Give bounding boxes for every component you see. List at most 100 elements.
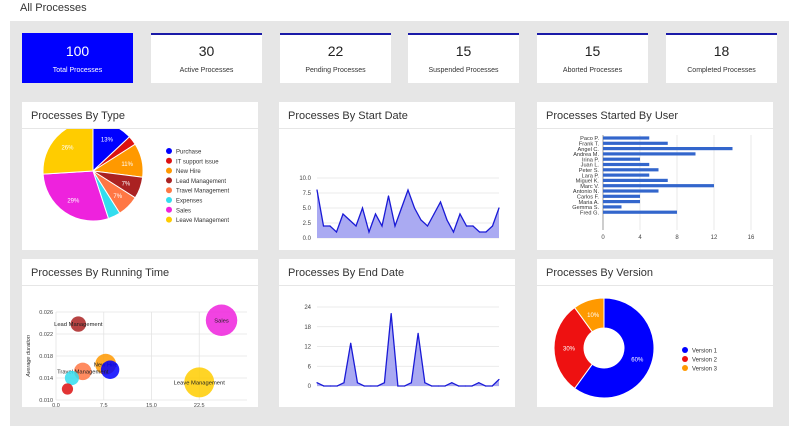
slice-label: 11% [121, 162, 133, 168]
bar [603, 189, 659, 193]
data-point [343, 382, 345, 384]
stat-suspended-processes[interactable]: 15 Suspended Processes [408, 33, 519, 83]
data-point [407, 189, 409, 191]
bar [603, 136, 650, 140]
legend-marker [166, 167, 172, 174]
legend-label: Version 1 [692, 349, 718, 355]
legend-marker [166, 187, 172, 194]
data-point [335, 231, 338, 233]
x-tick-label: 4 [638, 235, 642, 241]
legend-label: Sales [176, 208, 191, 214]
data-point [361, 207, 364, 209]
category-label: Fred G. [580, 210, 599, 216]
card-processes-by-type: Processes By Type 13% 11% 7% 7% 29% 26% Purcha… [22, 102, 258, 250]
data-point [404, 385, 406, 387]
bubble [70, 316, 86, 332]
slice-label: 7% [113, 194, 122, 200]
pie-slice [573, 297, 655, 399]
x-tick-label: 8 [675, 235, 679, 241]
card-title: Processes By Type [31, 110, 125, 122]
bubble-label: Sales [214, 318, 229, 324]
x-tick-label: 7.5 [100, 403, 108, 407]
legend-marker [682, 347, 688, 353]
y-tick-label: 0.026 [39, 310, 53, 316]
legend-label: Travel Management [176, 189, 229, 195]
processes-started-by-user-chart[interactable]: 0 4 8 12 16 Paco P.Frank T.Angel C.Andrea M.I… [537, 129, 773, 250]
category-label: Andrea M. [573, 152, 599, 158]
category-label: Gemma S. [572, 205, 599, 211]
y-tick-label: 0.0 [303, 236, 312, 242]
legend-marker [682, 365, 688, 371]
card-divider [22, 285, 258, 286]
processes-by-end-date-chart[interactable]: 0 6 12 18 24 [279, 286, 515, 407]
legend-label: Expenses [176, 199, 202, 205]
data-point [433, 213, 435, 215]
data-point [374, 213, 377, 215]
legend-label: IT support issue [176, 159, 219, 165]
stat-value: 100 [65, 43, 90, 59]
data-point [465, 225, 468, 227]
card-processes-by-running-time: Processes By Running Time 0.010 0.014 0.01… [22, 259, 258, 407]
stat-value: 30 [198, 43, 215, 59]
bar [603, 152, 696, 156]
legend-marker [166, 197, 172, 203]
processes-by-version-chart[interactable]: 60% 30% 10% Version 1 Version 2 Version 3 [537, 286, 773, 407]
stat-label: Active Processes [179, 67, 234, 74]
x-tick-label: 12 [711, 235, 718, 241]
data-point [478, 231, 481, 233]
data-point [478, 382, 480, 384]
data-point [426, 225, 429, 227]
data-point [471, 385, 473, 387]
processes-by-running-time-chart[interactable]: 0.0100.0140.0180.0220.0260.07.515.022.5P… [22, 286, 258, 407]
processes-by-start-date-chart[interactable]: 0.0 2.5 5.0 7.5 10.0 [279, 129, 515, 250]
data-point [485, 231, 487, 233]
slice-label: 30% [563, 347, 576, 353]
stat-label: Total Processes [52, 67, 103, 74]
stat-total-processes[interactable]: 100 Total Processes [22, 33, 133, 83]
card-divider [537, 285, 773, 286]
y-tick-label: 0.022 [39, 332, 53, 338]
pie-slice [42, 170, 110, 222]
legend-label: New Hire [176, 169, 201, 175]
data-point [356, 382, 359, 384]
bubble [100, 360, 120, 379]
legend-label: Leave Management [176, 218, 229, 224]
slice-label: 26% [61, 146, 74, 152]
stat-active-processes[interactable]: 30 Active Processes [151, 33, 262, 83]
y-tick-label: 18 [304, 325, 311, 331]
data-point [394, 225, 396, 227]
card-title: Processes By Start Date [288, 110, 408, 122]
bar [603, 173, 650, 177]
data-point [498, 378, 500, 381]
processes-by-type-chart[interactable]: 13% 11% 7% 7% 29% 26% Purchase IT support issue… [22, 129, 258, 250]
data-point [322, 225, 325, 227]
data-point [350, 342, 352, 344]
data-point [410, 382, 412, 384]
series-line [316, 313, 500, 387]
data-point [400, 207, 403, 209]
y-tick-label: 10.0 [299, 176, 311, 182]
y-tick-label: 12 [304, 345, 311, 351]
legend-marker [166, 157, 172, 164]
data-point [381, 225, 383, 227]
stat-pending-processes[interactable]: 22 Pending Processes [280, 33, 391, 83]
stat-completed-processes[interactable]: 18 Completed Processes [666, 33, 777, 83]
x-tick-label: 0 [601, 235, 605, 241]
data-point [329, 385, 332, 387]
stat-aborted-processes[interactable]: 15 Aborted Processes [537, 33, 648, 83]
y-tick-label: 0 [308, 384, 312, 390]
data-point [452, 231, 455, 233]
data-point [383, 382, 386, 384]
card-title: Processes By Version [546, 267, 653, 279]
data-point [355, 225, 357, 227]
pie-slice [573, 297, 605, 333]
y-tick-label: 5.0 [303, 206, 312, 212]
data-point [451, 382, 453, 384]
category-label: Antonio N. [573, 189, 600, 195]
legend-label: Version 3 [692, 367, 718, 373]
data-point [459, 213, 461, 215]
slice-label: 29% [67, 198, 80, 204]
stat-value: 15 [455, 43, 472, 59]
card-divider [279, 128, 515, 129]
y-tick-label: 0.018 [39, 354, 53, 360]
